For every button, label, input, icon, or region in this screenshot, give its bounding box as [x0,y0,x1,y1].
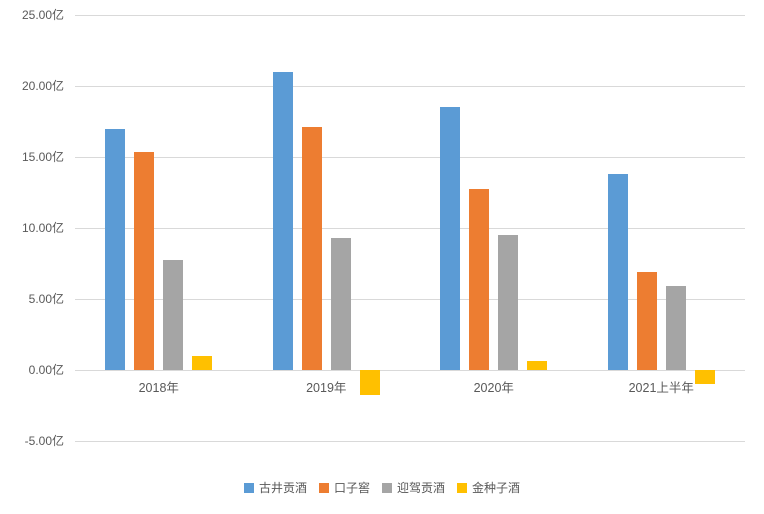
bar-series-3-cat-0 [192,356,213,370]
bar-series-2-cat-0 [163,259,184,370]
gridline [75,228,745,229]
y-axis-label: 0.00亿 [28,363,64,377]
gridline [75,15,745,16]
gridline [75,299,745,300]
legend: 古井贡酒 口子窖 迎驾贡酒 金种子酒 [0,479,764,496]
bar-series-3-cat-3 [694,370,715,384]
y-axis-label: -5.00亿 [24,434,64,448]
legend-label: 古井贡酒 [258,481,307,495]
bar-series-0-cat-2 [440,106,461,370]
bar-series-2-cat-3 [665,285,686,370]
x-axis-category-label: 2021上半年 [628,381,694,395]
bar-series-1-cat-2 [469,188,490,370]
legend-label: 金种子酒 [472,481,521,495]
gridline [75,86,745,87]
bar-series-2-cat-1 [330,237,351,370]
bar-series-1-cat-0 [134,152,155,370]
x-axis-category-label: 2020年 [473,381,514,395]
legend-swatch [457,482,468,493]
bar-series-2-cat-2 [498,234,519,370]
x-axis-line [75,370,745,371]
bar-series-3-cat-1 [359,370,380,395]
x-axis-category-label: 2018年 [138,381,179,395]
bar-series-0-cat-3 [607,174,628,370]
bar-series-1-cat-3 [636,272,657,370]
legend-item-1: 口子窖 [318,479,370,496]
legend-swatch [318,482,329,493]
y-axis-label: 25.00亿 [21,8,64,22]
x-axis-category-label: 2019年 [306,381,347,395]
gridline [75,441,745,442]
bar-series-1-cat-1 [301,126,322,370]
y-axis-label: 5.00亿 [28,292,64,306]
legend-item-3: 金种子酒 [457,479,520,496]
legend-swatch [382,482,392,493]
legend-item-2: 迎驾贡酒 [382,479,445,496]
legend-swatch [243,482,254,493]
bar-series-3-cat-2 [527,360,548,370]
plot-area [75,15,745,442]
y-axis-label: 10.00亿 [21,221,64,235]
legend-item-0: 古井贡酒 [243,479,307,496]
legend-label: 迎驾贡酒 [397,481,446,495]
legend-label: 口子窖 [333,481,370,495]
gridline [75,157,745,158]
bar-series-0-cat-1 [272,72,293,370]
y-axis-label: 20.00亿 [21,79,64,93]
y-axis-label: 15.00亿 [21,150,64,164]
bar-series-0-cat-0 [105,129,126,370]
